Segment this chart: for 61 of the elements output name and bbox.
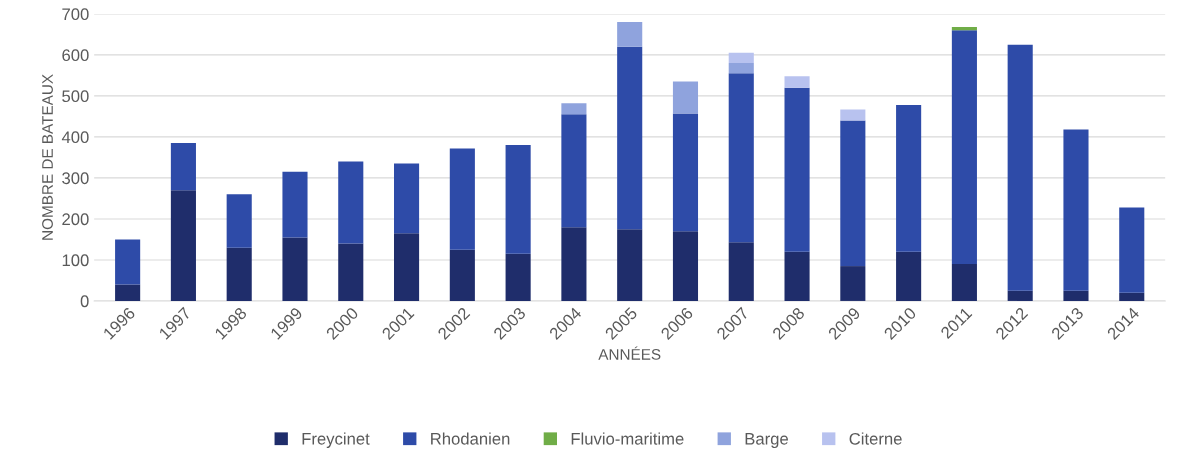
bar xyxy=(561,103,587,115)
legend-label: Citerne xyxy=(849,432,902,445)
y-tick-label: 200 xyxy=(62,213,89,226)
bar xyxy=(784,76,810,88)
bar xyxy=(1119,292,1145,301)
bar xyxy=(672,231,699,301)
bar xyxy=(951,30,977,265)
bar xyxy=(840,266,866,301)
y-tick-label: 500 xyxy=(62,90,89,103)
bar xyxy=(672,113,699,232)
bar xyxy=(282,171,308,238)
y-axis-title: NOMBRE DE BATEAUX xyxy=(42,74,53,240)
y-tick-label: 700 xyxy=(62,8,89,21)
bar xyxy=(1007,44,1033,291)
legend-label: Rhodanien xyxy=(431,432,510,445)
legend-label: Barge xyxy=(745,433,788,448)
bar xyxy=(896,104,922,252)
bar xyxy=(784,87,810,252)
bar xyxy=(840,120,866,267)
legend-label: Freycinet xyxy=(302,432,370,448)
bar xyxy=(784,251,810,301)
bar xyxy=(1007,290,1033,301)
bar xyxy=(115,284,141,301)
y-tick-label: 600 xyxy=(62,49,89,62)
bar xyxy=(728,52,754,64)
y-tick-label: 0 xyxy=(80,295,89,308)
bar xyxy=(449,249,475,301)
bar xyxy=(617,229,643,301)
bar xyxy=(170,190,196,301)
bar xyxy=(505,145,531,254)
bar xyxy=(338,243,364,301)
bar xyxy=(282,237,308,301)
bar xyxy=(338,161,364,244)
y-tick-label: 400 xyxy=(61,131,89,144)
bar xyxy=(728,242,754,301)
bar xyxy=(728,63,754,74)
bar xyxy=(1119,207,1145,293)
bar xyxy=(561,227,587,301)
bar xyxy=(1063,129,1089,291)
bar xyxy=(394,233,420,301)
bar xyxy=(115,239,141,285)
x-axis-title: ANNÉES xyxy=(598,346,661,360)
bar xyxy=(951,264,977,301)
bar xyxy=(617,46,643,230)
bar xyxy=(170,143,196,191)
bar xyxy=(617,22,643,47)
legend-label: Fluvio-maritime xyxy=(571,432,684,445)
bar xyxy=(896,251,922,301)
bar xyxy=(728,73,754,243)
y-tick-label: 300 xyxy=(62,172,89,185)
bar xyxy=(840,109,866,121)
bar xyxy=(672,81,699,114)
bar xyxy=(561,114,587,228)
bar xyxy=(951,27,977,31)
bar xyxy=(394,163,420,234)
bar xyxy=(1063,290,1089,301)
bar xyxy=(226,247,252,301)
bar xyxy=(505,253,531,301)
bar xyxy=(226,194,252,248)
bar xyxy=(449,148,475,250)
y-tick-label: 100 xyxy=(62,254,89,267)
